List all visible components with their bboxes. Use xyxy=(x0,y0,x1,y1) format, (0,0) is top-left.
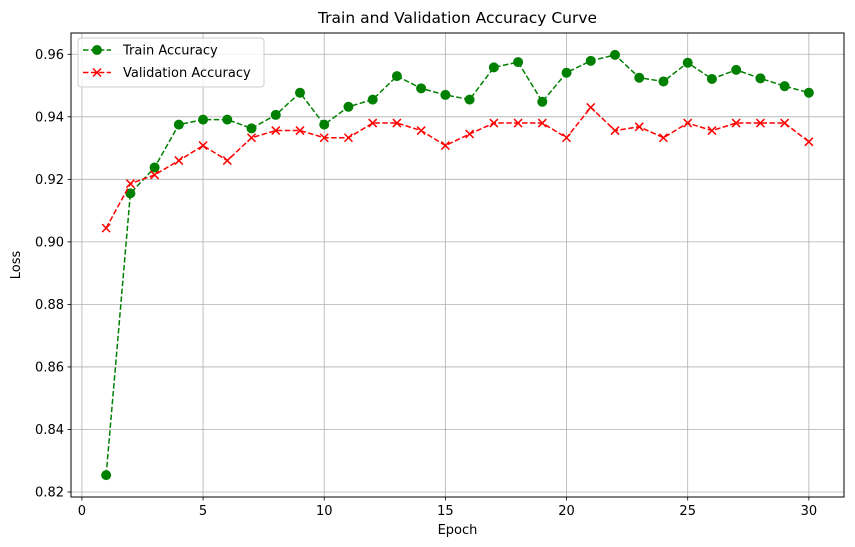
train-series xyxy=(101,49,814,481)
y-tick-label: 0.84 xyxy=(35,423,64,438)
train-point xyxy=(367,94,378,105)
train-point xyxy=(585,55,596,66)
legend-marker xyxy=(92,45,102,55)
validation-point xyxy=(489,118,499,128)
legend-label: Train Accuracy xyxy=(122,44,218,59)
legend-box xyxy=(77,37,265,88)
validation-point xyxy=(610,126,620,136)
legend: Train Accuracy Validation Accuracy xyxy=(77,37,265,88)
y-tick-label: 0.82 xyxy=(35,485,64,500)
validation-point xyxy=(683,118,693,128)
y-tick-label: 0.88 xyxy=(35,298,64,313)
y-tick-label: 0.94 xyxy=(35,110,64,125)
validation-point xyxy=(295,126,305,136)
train-point xyxy=(319,119,330,130)
train-point xyxy=(682,57,693,68)
train-point xyxy=(440,89,451,100)
validation-point xyxy=(780,118,790,128)
train-point xyxy=(755,73,766,84)
validation-point xyxy=(707,126,717,136)
train-point xyxy=(416,83,427,94)
legend-item-train: Train Accuracy xyxy=(83,44,218,59)
x-tick-label: 30 xyxy=(801,504,818,519)
x-tick-label: 20 xyxy=(558,504,575,519)
chart-title: Train and Validation Accuracy Curve xyxy=(317,9,597,27)
legend-label: Validation Accuracy xyxy=(123,66,251,81)
y-axis-label: Loss xyxy=(9,251,24,280)
train-point xyxy=(294,87,305,98)
validation-point xyxy=(343,133,353,143)
train-point xyxy=(537,96,548,107)
train-point xyxy=(803,87,814,98)
validation-point xyxy=(537,118,547,128)
grid xyxy=(71,33,844,497)
train-point xyxy=(561,67,572,78)
train-point xyxy=(246,123,257,134)
y-tick-label: 0.96 xyxy=(35,48,64,63)
x-tick-label: 25 xyxy=(679,504,696,519)
train-point xyxy=(222,114,233,125)
plot-frame xyxy=(70,32,845,498)
validation-point xyxy=(150,170,160,180)
train-point xyxy=(173,119,184,130)
axis-ticks: 0 5 10 15 20 25 30 0.82 0.84 0.86 0.88 0.90 0.92 0.94… xyxy=(35,48,817,519)
validation-point xyxy=(246,133,257,143)
legend-marker xyxy=(92,67,102,78)
legend-item-validation: Validation Accuracy xyxy=(83,66,251,81)
validation-point xyxy=(465,129,475,139)
validation-point xyxy=(731,118,741,128)
train-line xyxy=(105,54,810,476)
validation-point xyxy=(804,137,814,147)
x-tick-label: 15 xyxy=(437,504,454,519)
validation-point xyxy=(416,126,426,136)
validation-point xyxy=(562,133,572,143)
train-point xyxy=(391,71,402,82)
train-point xyxy=(198,114,209,125)
train-point xyxy=(149,162,160,173)
x-tick-label: 10 xyxy=(316,504,333,519)
y-tick-label: 0.92 xyxy=(35,173,64,188)
series-layer xyxy=(101,49,814,481)
y-tick-label: 0.86 xyxy=(35,360,64,375)
train-point xyxy=(634,72,645,83)
train-point xyxy=(101,470,112,481)
validation-point xyxy=(271,126,281,136)
validation-point xyxy=(368,118,378,128)
validation-point xyxy=(755,118,765,128)
train-point xyxy=(610,49,621,60)
validation-point xyxy=(634,122,644,132)
validation-point xyxy=(101,223,111,233)
train-point xyxy=(270,109,281,120)
validation-line xyxy=(105,106,810,229)
x-tick-label: 0 xyxy=(78,504,86,519)
y-tick-label: 0.90 xyxy=(35,235,64,250)
validation-point xyxy=(174,156,184,166)
train-point xyxy=(488,62,499,73)
train-point xyxy=(779,81,790,92)
train-point xyxy=(513,57,524,68)
train-point xyxy=(706,73,717,84)
x-tick-label: 5 xyxy=(199,504,207,519)
train-point xyxy=(658,76,669,87)
validation-point xyxy=(513,118,523,128)
train-point xyxy=(343,101,354,112)
validation-point xyxy=(440,141,450,151)
validation-point xyxy=(319,133,329,143)
validation-point xyxy=(392,118,402,128)
validation-point xyxy=(222,156,232,166)
validation-series xyxy=(101,102,814,233)
train-point xyxy=(731,64,742,75)
validation-point xyxy=(586,102,596,112)
validation-point xyxy=(125,179,135,189)
validation-point xyxy=(658,133,669,143)
x-axis-label: Epoch xyxy=(438,523,478,538)
validation-point xyxy=(198,141,208,151)
train-point xyxy=(464,94,475,105)
